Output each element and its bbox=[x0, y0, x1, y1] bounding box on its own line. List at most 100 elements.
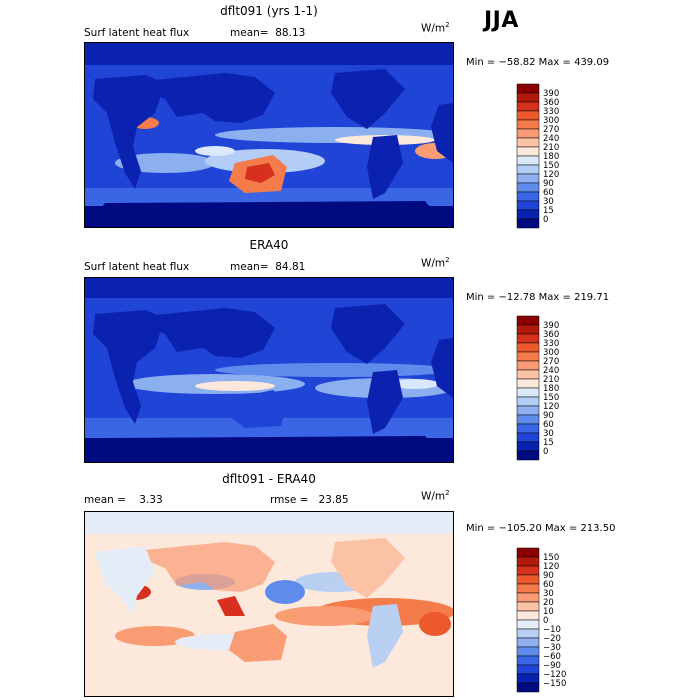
panel1-map bbox=[84, 42, 454, 228]
colorbar-swatch bbox=[516, 101, 540, 112]
colorbar-label: 270 bbox=[543, 357, 559, 367]
panel2-minmax: Min = −12.78 Max = 219.71 bbox=[466, 292, 610, 303]
colorbar-swatch bbox=[516, 450, 540, 461]
colorbar-swatch bbox=[516, 351, 540, 362]
colorbar-label: 150 bbox=[543, 393, 559, 403]
colorbar-swatch bbox=[516, 396, 540, 407]
colorbar-label: 10 bbox=[543, 607, 554, 617]
colorbar-label: 120 bbox=[543, 170, 559, 180]
colorbar-swatch bbox=[516, 92, 540, 103]
colorbar-swatch bbox=[516, 574, 540, 585]
colorbar-swatch bbox=[516, 324, 540, 335]
colorbar-label: 330 bbox=[543, 339, 559, 349]
panel3-minmax: Min = −105.20 Max = 213.50 bbox=[466, 523, 616, 534]
colorbar-label: −150 bbox=[543, 679, 566, 689]
colorbar-swatch bbox=[516, 218, 540, 229]
colorbar-swatch bbox=[516, 369, 540, 380]
colorbar-label: 240 bbox=[543, 366, 559, 376]
panel3-map-svg bbox=[85, 512, 453, 696]
colorbar-label: 90 bbox=[543, 411, 554, 421]
colorbar-label: 390 bbox=[543, 89, 559, 99]
colorbar-swatch bbox=[516, 441, 540, 452]
colorbar-label: 240 bbox=[543, 134, 559, 144]
panel1-mean: mean= 88.13 bbox=[230, 27, 306, 39]
colorbar-swatch bbox=[516, 601, 540, 612]
colorbar-label: 120 bbox=[543, 402, 559, 412]
colorbar-label: 210 bbox=[543, 375, 559, 385]
colorbar-label: 60 bbox=[543, 420, 554, 430]
colorbar-swatch bbox=[516, 646, 540, 657]
colorbar-label: 20 bbox=[543, 598, 554, 608]
panel3-rmse: rmse = 23.85 bbox=[270, 494, 349, 506]
panel1-colorbar: 390 360 330 300 270 240 210 180 150 120 90 60 30 15 0 bbox=[516, 83, 577, 232]
panel3-title: dflt091 - ERA40 bbox=[222, 472, 316, 486]
panel1-minmax: Min = −58.82 Max = 439.09 bbox=[466, 57, 610, 68]
colorbar-swatch bbox=[516, 592, 540, 603]
colorbar-label: 30 bbox=[543, 197, 554, 207]
colorbar-swatch bbox=[516, 619, 540, 630]
panel2-colorbar: 390 360 330 300 270 240 210 180 150 120 90 60 30 15 0 bbox=[516, 315, 577, 464]
colorbar-label: 15 bbox=[543, 438, 554, 448]
colorbar-swatch bbox=[516, 191, 540, 202]
panel2-variable: Surf latent heat flux bbox=[84, 261, 190, 273]
panel2-map bbox=[84, 277, 454, 463]
colorbar-label: 0 bbox=[543, 447, 548, 457]
panel1-units: W/m2 bbox=[421, 21, 450, 35]
panel2-map-svg bbox=[85, 278, 453, 462]
colorbar-label: 210 bbox=[543, 143, 559, 153]
panel2-mean: mean= 84.81 bbox=[230, 261, 306, 273]
colorbar-swatch bbox=[516, 378, 540, 389]
colorbar-label: 90 bbox=[543, 571, 554, 581]
colorbar-swatch bbox=[516, 423, 540, 434]
colorbar-swatch bbox=[516, 342, 540, 353]
panel1-title: dflt091 (yrs 1-1) bbox=[220, 4, 318, 18]
colorbar-swatch bbox=[516, 664, 540, 675]
colorbar-swatch bbox=[516, 360, 540, 371]
colorbar-label: −120 bbox=[543, 670, 566, 680]
panel3-units: W/m2 bbox=[421, 489, 450, 503]
colorbar-label: 330 bbox=[543, 107, 559, 117]
colorbar-label: 60 bbox=[543, 580, 554, 590]
colorbar-swatch bbox=[516, 405, 540, 416]
colorbar-label: 180 bbox=[543, 384, 559, 394]
colorbar-label: 270 bbox=[543, 125, 559, 135]
colorbar-swatch bbox=[516, 333, 540, 344]
colorbar-swatch bbox=[516, 155, 540, 166]
colorbar-swatch bbox=[516, 556, 540, 567]
colorbar-swatch bbox=[516, 432, 540, 443]
colorbar-swatch bbox=[516, 110, 540, 121]
colorbar-label: 300 bbox=[543, 116, 559, 126]
colorbar-swatch bbox=[516, 182, 540, 193]
colorbar-swatch bbox=[516, 610, 540, 621]
panel2-title: ERA40 bbox=[249, 238, 289, 252]
panel3-map bbox=[84, 511, 454, 697]
colorbar-swatch bbox=[516, 547, 540, 558]
colorbar-label: −20 bbox=[543, 634, 561, 644]
colorbar-label: 60 bbox=[543, 188, 554, 198]
colorbar-swatch bbox=[516, 83, 540, 94]
panel1-map-svg bbox=[85, 43, 453, 227]
colorbar-swatch bbox=[516, 137, 540, 148]
colorbar-label: 180 bbox=[543, 152, 559, 162]
colorbar-label: 30 bbox=[543, 429, 554, 439]
colorbar-swatch bbox=[516, 583, 540, 594]
colorbar-label: 390 bbox=[543, 321, 559, 331]
panel3-mean: mean = 3.33 bbox=[84, 494, 163, 506]
colorbar-label: 150 bbox=[543, 161, 559, 171]
colorbar-label: 30 bbox=[543, 589, 554, 599]
colorbar-label: −30 bbox=[543, 643, 561, 653]
colorbar-swatch bbox=[516, 655, 540, 666]
colorbar-label: −60 bbox=[543, 652, 561, 662]
colorbar-swatch bbox=[516, 637, 540, 648]
colorbar-label: 90 bbox=[543, 179, 554, 189]
panel2-units: W/m2 bbox=[421, 256, 450, 270]
panel3-colorbar: 150 120 90 60 30 20 10 0 −10 −20 −30 −60 −90 −120 −150 bbox=[516, 547, 577, 696]
colorbar-swatch bbox=[516, 565, 540, 576]
colorbar-label: −90 bbox=[543, 661, 561, 671]
colorbar-label: 0 bbox=[543, 215, 548, 225]
colorbar-swatch bbox=[516, 387, 540, 398]
colorbar-swatch bbox=[516, 673, 540, 684]
